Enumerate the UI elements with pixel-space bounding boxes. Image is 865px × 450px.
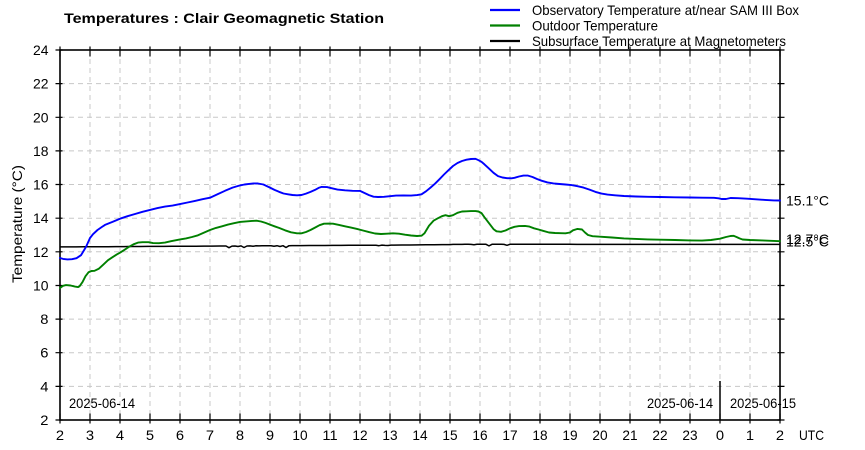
svg-text:20: 20 [592, 427, 607, 443]
svg-text:18: 18 [532, 427, 547, 443]
svg-text:2025-06-14: 2025-06-14 [647, 395, 713, 411]
svg-text:6: 6 [40, 345, 48, 361]
svg-text:11: 11 [322, 427, 337, 443]
svg-text:16: 16 [472, 427, 487, 443]
svg-text:Observatory Temperature at/nea: Observatory Temperature at/near SAM III … [532, 2, 799, 18]
svg-text:14: 14 [412, 427, 427, 443]
svg-text:1: 1 [746, 427, 754, 443]
svg-text:2025-06-14: 2025-06-14 [69, 395, 135, 411]
svg-text:0: 0 [716, 427, 724, 443]
svg-text:Outdoor Temperature: Outdoor Temperature [532, 18, 658, 34]
svg-text:10: 10 [292, 427, 307, 443]
svg-text:8: 8 [40, 311, 48, 327]
svg-text:6: 6 [176, 427, 184, 443]
svg-text:23: 23 [682, 427, 697, 443]
svg-text:Subsurface Temperature at Magn: Subsurface Temperature at Magnetometers [532, 33, 786, 49]
svg-text:9: 9 [266, 427, 274, 443]
svg-text:12: 12 [33, 244, 49, 260]
svg-text:13: 13 [382, 427, 397, 443]
svg-text:2: 2 [776, 427, 784, 443]
svg-text:UTC: UTC [799, 427, 824, 443]
svg-text:15: 15 [442, 427, 457, 443]
svg-text:8: 8 [236, 427, 244, 443]
svg-text:2: 2 [56, 427, 64, 443]
svg-text:22: 22 [33, 76, 49, 92]
svg-text:5: 5 [146, 427, 154, 443]
svg-text:15.1°C: 15.1°C [786, 193, 829, 209]
svg-text:12.7°C: 12.7°C [786, 231, 829, 247]
svg-text:17: 17 [502, 427, 517, 443]
svg-text:2: 2 [40, 412, 48, 428]
svg-text:24: 24 [33, 42, 49, 58]
svg-text:3: 3 [86, 427, 94, 443]
svg-text:Temperature (°C): Temperature (°C) [9, 165, 25, 283]
svg-text:16: 16 [33, 177, 49, 193]
svg-text:14: 14 [33, 210, 49, 226]
svg-text:4: 4 [40, 378, 48, 394]
svg-text:20: 20 [33, 109, 49, 125]
svg-text:12: 12 [352, 427, 367, 443]
svg-text:21: 21 [622, 427, 637, 443]
svg-text:12.5°C: 12.5°C [786, 234, 829, 250]
svg-text:2025-06-15: 2025-06-15 [730, 395, 796, 411]
svg-text:10: 10 [33, 278, 49, 294]
svg-text:22: 22 [652, 427, 667, 443]
svg-text:19: 19 [562, 427, 577, 443]
svg-text:7: 7 [206, 427, 214, 443]
svg-text:Temperatures : Clair Geomagnet: Temperatures : Clair Geomagnetic Station [64, 10, 384, 26]
svg-text:18: 18 [33, 143, 49, 159]
svg-text:4: 4 [116, 427, 124, 443]
